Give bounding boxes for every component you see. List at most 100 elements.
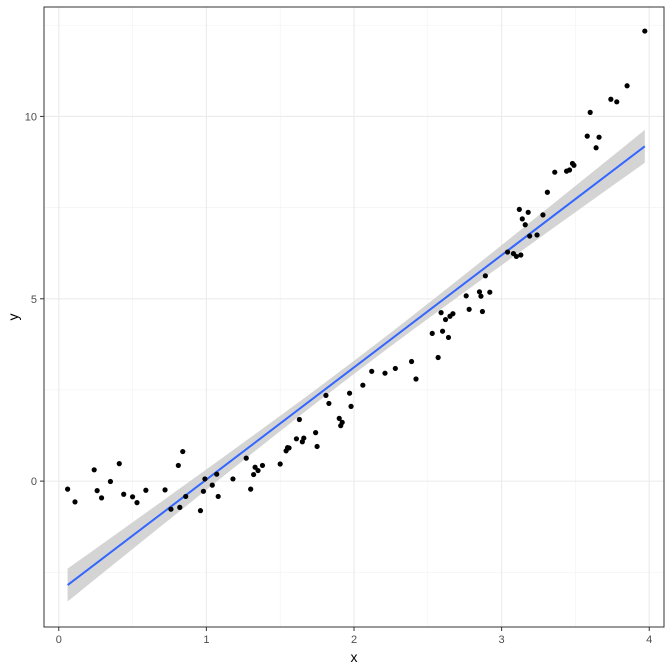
data-point [513, 253, 519, 260]
data-point [134, 500, 140, 506]
data-point [596, 134, 602, 140]
y-tick-label: 5 [31, 294, 37, 306]
data-point [348, 403, 354, 409]
data-point [478, 293, 484, 299]
data-point [463, 293, 469, 299]
data-point [277, 461, 283, 467]
fit-line-layer [67, 145, 646, 586]
data-point [584, 133, 590, 139]
data-point [450, 311, 456, 317]
data-point [94, 488, 100, 494]
data-point [168, 506, 174, 512]
data-point [429, 330, 435, 337]
data-point [202, 476, 208, 482]
data-point [408, 358, 415, 365]
data-point [293, 436, 300, 442]
data-point [442, 316, 449, 323]
data-point [522, 222, 528, 228]
data-point [255, 467, 261, 474]
data-point [439, 328, 446, 334]
y-axis-ticks: 0 5 10 [25, 111, 44, 488]
data-point [65, 486, 71, 492]
data-point [540, 212, 546, 218]
data-point [336, 415, 342, 421]
data-point [382, 370, 388, 376]
x-tick-label: 2 [351, 634, 357, 646]
data-point [519, 216, 525, 222]
data-point [326, 400, 332, 407]
data-point [593, 145, 599, 151]
major-gridlines [44, 7, 664, 627]
data-point [209, 482, 215, 488]
data-point [301, 435, 307, 441]
data-point [197, 508, 204, 514]
data-point [214, 471, 220, 477]
data-point [392, 365, 398, 372]
data-point [614, 99, 620, 105]
data-point [143, 487, 149, 493]
data-point [360, 382, 366, 388]
data-point [504, 249, 511, 255]
x-axis-ticks: 0 1 2 3 4 [56, 627, 652, 646]
x-tick-label: 3 [499, 634, 505, 646]
y-axis-title: y [5, 314, 21, 321]
data-point [180, 448, 186, 455]
data-point [544, 189, 550, 195]
data-point [177, 504, 183, 510]
data-point [571, 162, 577, 168]
x-tick-label: 4 [646, 634, 652, 646]
data-point [296, 416, 302, 423]
data-point [200, 488, 207, 494]
x-axis-title: x [351, 649, 358, 665]
data-point [243, 455, 249, 461]
data-point [116, 461, 122, 467]
data-point [435, 354, 441, 361]
data-point [482, 273, 488, 279]
data-point [566, 167, 573, 173]
data-point [107, 478, 114, 485]
data-point [624, 83, 630, 89]
data-point [608, 96, 614, 102]
data-point [72, 499, 78, 505]
data-point [259, 462, 266, 469]
data-point [518, 252, 524, 258]
data-point [642, 28, 648, 34]
fit-line [67, 145, 646, 586]
data-point [162, 487, 168, 493]
data-point [251, 471, 257, 478]
data-point [525, 209, 531, 215]
data-point [487, 289, 493, 295]
data-point [339, 419, 345, 425]
data-point [286, 445, 292, 451]
data-point [479, 308, 486, 315]
data-point [445, 334, 452, 341]
data-point [587, 109, 593, 115]
data-point [91, 467, 97, 473]
y-tick-label: 0 [31, 476, 37, 488]
data-point [438, 310, 444, 316]
data-point [215, 493, 221, 500]
data-point [323, 392, 329, 399]
data-point [230, 476, 236, 482]
data-point [476, 289, 483, 295]
data-point [183, 493, 189, 500]
data-point [314, 443, 320, 450]
x-tick-label: 0 [56, 634, 62, 646]
data-points [65, 28, 648, 514]
data-point [516, 206, 522, 213]
data-point [413, 376, 419, 382]
data-point [98, 495, 105, 501]
data-point [248, 486, 254, 492]
data-point [466, 306, 472, 312]
data-point [121, 491, 127, 497]
data-point [313, 430, 319, 436]
x-tick-label: 1 [203, 634, 209, 646]
data-point [527, 233, 533, 239]
data-point [552, 169, 558, 175]
y-tick-label: 10 [25, 111, 37, 123]
data-point [129, 494, 136, 500]
data-point [369, 368, 375, 374]
data-point [534, 232, 540, 238]
data-point [175, 462, 181, 469]
